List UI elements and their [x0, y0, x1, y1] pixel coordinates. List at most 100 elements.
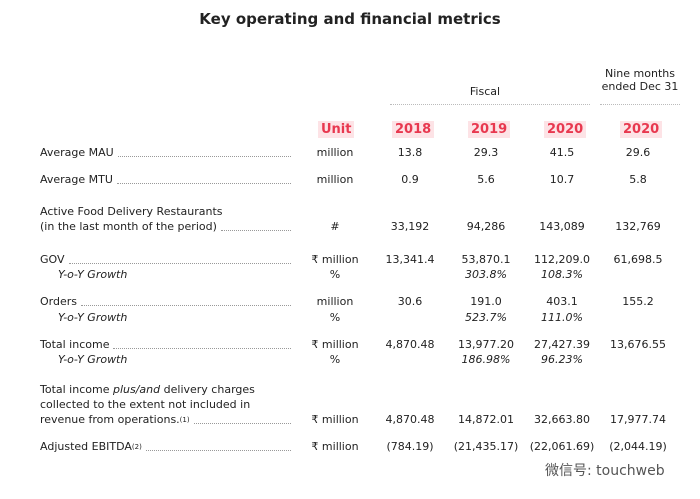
label-text: plus/and: [112, 383, 161, 396]
value: 13,977.20: [458, 338, 514, 351]
value: 30.6: [397, 295, 423, 308]
value: 155.2: [622, 295, 654, 308]
label-text: delivery charges: [163, 383, 255, 396]
footnote: (1): [179, 416, 190, 424]
unit: million: [316, 146, 354, 159]
value: 4,870.48: [385, 338, 435, 351]
value: 13,676.55: [610, 338, 666, 351]
growth-label: Y-o-Y Growth: [58, 268, 128, 281]
value: 32,663.80: [534, 413, 590, 426]
label-text: collected to the extent not included in: [40, 398, 251, 411]
label-text: Adjusted EBITDA: [40, 440, 132, 453]
value: 191.0: [470, 295, 502, 308]
row: revenue from operations. (1) ₹ million 4,87…: [0, 412, 700, 428]
column-header: 2018: [392, 121, 435, 138]
column-header: 2020: [544, 121, 587, 138]
value: 27,427.39: [534, 338, 590, 351]
column-header: Unit: [318, 121, 355, 138]
value: (2,044.19): [609, 440, 667, 453]
unit: ₹ million: [311, 413, 359, 426]
label-text: Orders: [40, 295, 77, 308]
growth-value: 523.7%: [465, 311, 507, 324]
row: (in the last month of the period) #33,192…: [0, 219, 700, 235]
label-text: (in the last month of the period): [40, 220, 217, 233]
value: 10.7: [549, 173, 575, 186]
unit: ₹ million: [311, 253, 359, 266]
period-line: Nine months: [605, 67, 675, 80]
value: 5.6: [477, 173, 495, 186]
unit: %: [329, 353, 341, 366]
column-header: 2019: [468, 121, 511, 138]
divider: [390, 104, 590, 105]
unit: million: [316, 295, 354, 308]
footnote: (2): [131, 443, 142, 451]
row: Orders million 30.6 191.0 403.1 155.2: [0, 294, 700, 310]
label-text: revenue from operations.: [40, 413, 180, 426]
value: 33,192: [390, 220, 430, 233]
unit: #: [330, 220, 340, 233]
row-label: Total income: [40, 337, 295, 353]
value: 14,872.01: [458, 413, 514, 426]
value: 41.5: [549, 146, 575, 159]
value: 5.8: [629, 173, 647, 186]
value: 61,698.5: [613, 253, 663, 266]
value: (784.19): [386, 440, 434, 453]
value: (22,061.69): [529, 440, 595, 453]
title: Key operating and financial metrics: [199, 10, 501, 28]
value: 112,209.0: [534, 253, 590, 266]
watermark: 微信号: touchweb: [545, 463, 665, 479]
label-text: Average MAU: [40, 146, 114, 159]
value: 13.8: [397, 146, 423, 159]
row-label: Average MAU: [40, 145, 295, 161]
column-header: 2020: [620, 121, 663, 138]
row: GOV ₹ million 13,341.4 53,870.1 112,209.0 61,…: [0, 252, 700, 268]
value: (21,435.17): [453, 440, 519, 453]
row-label-line: Active Food Delivery Restaurants: [0, 204, 700, 220]
row-label: Adjusted EBITDA (2): [40, 439, 295, 455]
value: 403.1: [546, 295, 578, 308]
value: 132,769: [615, 220, 661, 233]
label-text: GOV: [40, 253, 65, 266]
row-label: (in the last month of the period): [40, 219, 295, 235]
row: Average MAU million 13.8 29.3 41.5 29.6: [0, 145, 700, 161]
row-label-line: collected to the extent not included in: [0, 397, 700, 413]
row-label: GOV: [40, 252, 295, 268]
value: 17,977.74: [610, 413, 666, 426]
value: 143,089: [539, 220, 585, 233]
growth-row: Y-o-Y Growth% 523.7% 111.0%: [0, 310, 700, 326]
growth-value: 96.23%: [541, 353, 583, 366]
period-line: ended Dec 31: [601, 80, 679, 93]
growth-value: 111.0%: [541, 311, 583, 324]
growth-label: Y-o-Y Growth: [58, 353, 128, 366]
value: 29.3: [473, 146, 499, 159]
value: 0.9: [401, 173, 419, 186]
row-label-line: Total income plus/and delivery charges: [0, 382, 700, 398]
group-header: Fiscal: [469, 85, 501, 98]
growth-row: Y-o-Y Growth% 303.8% 108.3%: [0, 267, 700, 283]
unit: ₹ million: [311, 440, 359, 453]
unit: %: [329, 268, 341, 281]
row: Adjusted EBITDA (2) ₹ million (784.19) (21,4…: [0, 439, 700, 455]
growth-value: 303.8%: [465, 268, 507, 281]
row-label: Average MTU: [40, 172, 295, 188]
label-text: Average MTU: [40, 173, 113, 186]
value: 13,341.4: [385, 253, 435, 266]
value: 53,870.1: [461, 253, 511, 266]
value: 94,286: [466, 220, 506, 233]
unit: ₹ million: [311, 338, 359, 351]
label-text: Active Food Delivery Restaurants: [40, 205, 223, 218]
divider: [600, 104, 680, 105]
growth-value: 186.98%: [461, 353, 511, 366]
label-text: Total income: [40, 338, 110, 351]
unit: %: [329, 311, 341, 324]
label-text: Total income: [40, 383, 110, 396]
row: Total income ₹ million 4,870.48 13,977.20 27…: [0, 337, 700, 353]
growth-row: Y-o-Y Growth% 186.98% 96.23%: [0, 352, 700, 368]
value: 4,870.48: [385, 413, 435, 426]
growth-label: Y-o-Y Growth: [58, 311, 128, 324]
unit: million: [316, 173, 354, 186]
row-label: Orders: [40, 294, 295, 310]
value: 29.6: [625, 146, 651, 159]
row: Average MTU million 0.9 5.6 10.7 5.8: [0, 172, 700, 188]
row-label: revenue from operations. (1): [40, 412, 295, 428]
